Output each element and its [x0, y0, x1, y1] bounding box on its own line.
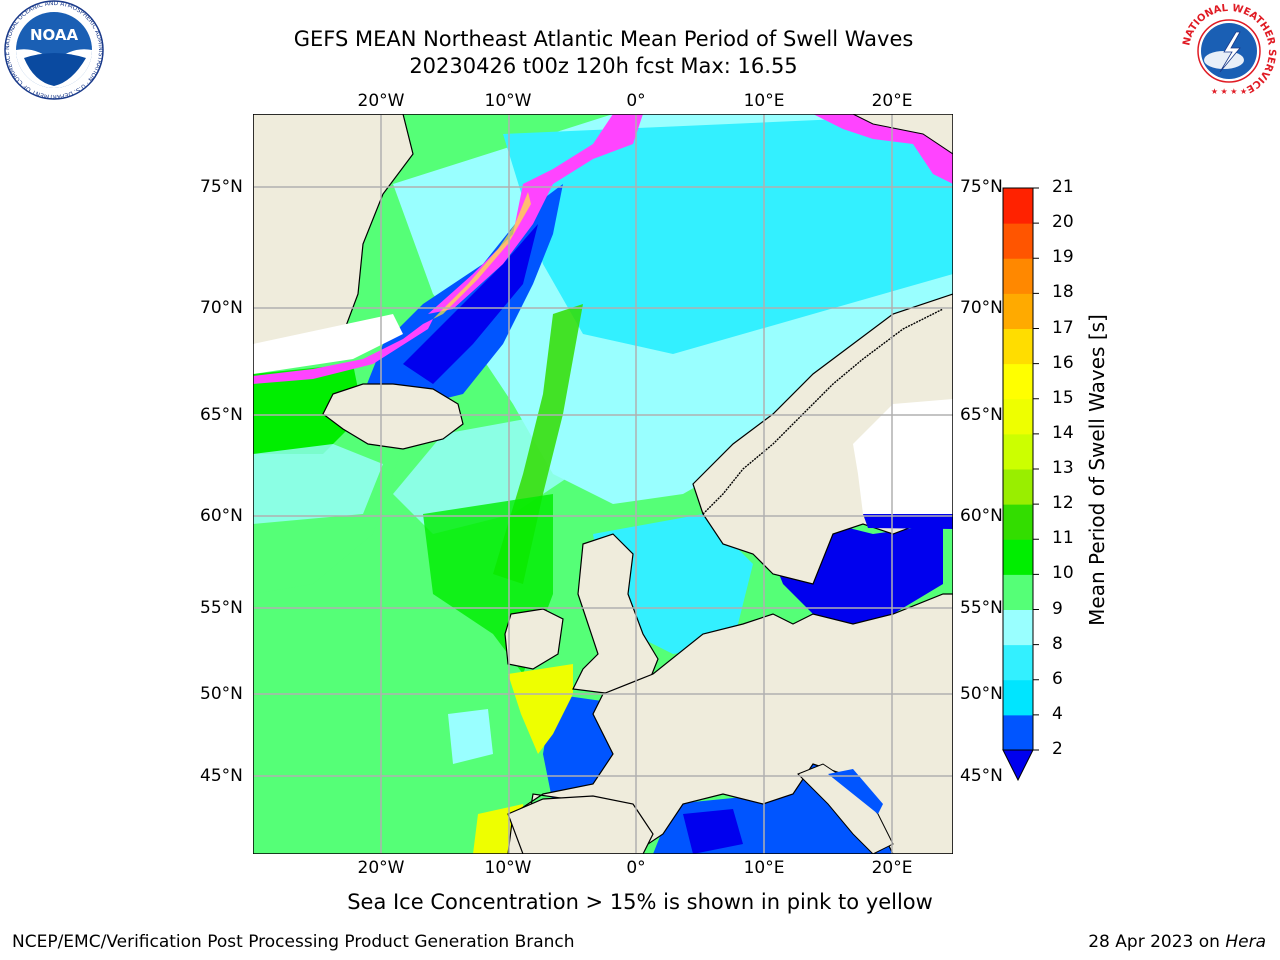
colorbar-extend-triangle [1002, 749, 1034, 782]
colorbar-segment [1003, 188, 1033, 224]
land-ireland [504, 608, 564, 670]
colorbar-tick-label: 11 [1052, 528, 1074, 549]
land-iberia [507, 795, 654, 854]
colorbar-segment [1003, 293, 1033, 329]
footer-date: 28 Apr 2023 on Hera [1088, 932, 1266, 952]
ocean-med-deep [683, 809, 743, 854]
colorbar-segment [1003, 714, 1033, 751]
colorbar-segment [1003, 609, 1033, 646]
colorbar-segment [1003, 433, 1033, 470]
lat-label-right-75n: 75°N [960, 177, 1003, 197]
nws-logo: NATIONAL WEATHER SERVICE ★ ★ ★ ★ [1181, 3, 1277, 98]
colorbar-tick-label: 20 [1052, 212, 1074, 233]
colorbar-segment [1003, 644, 1033, 681]
lat-label-right-70n: 70°N [960, 298, 1003, 318]
lon-label-top-20e: 20°E [871, 91, 913, 111]
swell-period-map [253, 114, 953, 854]
colorbar [1002, 187, 1039, 782]
ocean-swell-max [508, 664, 573, 754]
map-subtitle: 20230426 t00z 120h fcst Max: 16.55 [409, 54, 798, 78]
colorbar-segment [1003, 328, 1033, 365]
colorbar-tick-label: 13 [1052, 458, 1074, 478]
noaa-logo: NATIONAL OCEANIC AND ATMOSPHERIC ADMINIS… [4, 0, 104, 100]
lat-label-left-70n: 70°N [200, 298, 243, 318]
colorbar-tick-label: 17 [1052, 317, 1074, 338]
footer-host: Hera [1225, 932, 1266, 952]
colorbar-title: Mean Period of Swell Waves [s] [1085, 314, 1109, 626]
colorbar-segment [1003, 539, 1033, 575]
map-title: GEFS MEAN Northeast Atlantic Mean Period… [293, 27, 914, 51]
sea-ice-caption: Sea Ice Concentration > 15% is shown in … [347, 890, 933, 914]
colorbar-tick-label: 8 [1052, 633, 1063, 654]
ocean-nw-patch [253, 444, 383, 524]
colorbar-segment [1003, 363, 1033, 400]
lat-label-left-60n: 60°N [200, 506, 243, 526]
lat-label-right-50n: 50°N [960, 684, 1003, 704]
ice-edge-east [428, 114, 643, 314]
colorbar-tick-label: 12 [1052, 493, 1074, 514]
ocean-adriatic [828, 769, 883, 814]
lat-label-right-45n: 45°N [960, 766, 1003, 786]
footer-producer: NCEP/EMC/Verification Post Processing Pr… [12, 932, 575, 952]
ocean-denmark-strait [253, 364, 363, 454]
colorbar-tick-label: 21 [1052, 177, 1074, 197]
lon-label-bottom-0: 0° [626, 858, 646, 878]
lat-label-left-75n: 75°N [200, 177, 243, 197]
colorbar-tick-label: 4 [1052, 703, 1063, 724]
lat-label-right-55n: 55°N [960, 598, 1003, 618]
colorbar-tick-label: 19 [1052, 247, 1074, 268]
land-iceland [322, 383, 464, 450]
ice-bothnia [853, 399, 953, 524]
lat-label-left-50n: 50°N [200, 684, 243, 704]
lat-label-left-65n: 65°N [200, 405, 243, 425]
land-italy [797, 763, 894, 854]
noaa-text: NOAA [30, 26, 79, 44]
lon-label-top-20w: 20°W [357, 91, 405, 111]
colorbar-segment [1003, 574, 1033, 610]
lon-label-bottom-10w: 10°W [484, 858, 532, 878]
lon-label-top-0: 0° [626, 91, 646, 111]
land-svalbard [852, 114, 953, 155]
colorbar-tick-label: 10 [1052, 563, 1074, 584]
colorbar-segment [1003, 223, 1033, 259]
lon-label-bottom-10e: 10°E [743, 858, 785, 878]
footer-date-text: 28 Apr 2023 on [1088, 932, 1226, 952]
coast-norway-detail [702, 308, 944, 515]
lat-label-left-55n: 55°N [200, 598, 243, 618]
colorbar-segment [1003, 398, 1033, 435]
ocean-bothnia-edge [863, 514, 953, 529]
colorbar-segment [1003, 258, 1033, 294]
ocean-greenland-deep [403, 224, 538, 384]
ocean-barents [503, 114, 953, 354]
ocean-mid-patch [448, 709, 493, 764]
svg-text:★ ★ ★ ★: ★ ★ ★ ★ [1211, 87, 1247, 96]
lon-label-top-10w: 10°W [484, 91, 532, 111]
lat-label-right-60n: 60°N [960, 506, 1003, 526]
ice-edge-pink [253, 319, 433, 384]
lat-label-left-45n: 45°N [200, 766, 243, 786]
colorbar-tick-label: 14 [1052, 422, 1074, 443]
colorbar-tick-label: 2 [1052, 739, 1063, 759]
colorbar-tick-label: 15 [1052, 387, 1074, 408]
graticule [253, 114, 953, 854]
colorbar-segment [1003, 504, 1033, 540]
colorbar-tick-label: 6 [1052, 668, 1063, 689]
lon-label-bottom-20w: 20°W [357, 858, 405, 878]
colorbar-tick-label: 16 [1052, 352, 1074, 373]
colorbar-tick-label: 18 [1052, 282, 1074, 303]
lon-label-top-10e: 10°E [743, 91, 785, 111]
colorbar-tick-label: 9 [1052, 598, 1063, 619]
colorbar-segment [1003, 469, 1033, 505]
lat-label-right-65n: 65°N [960, 405, 1003, 425]
ice-greenland-coast [253, 314, 403, 374]
colorbar-segment [1003, 679, 1033, 716]
lon-label-bottom-20e: 20°E [871, 858, 913, 878]
